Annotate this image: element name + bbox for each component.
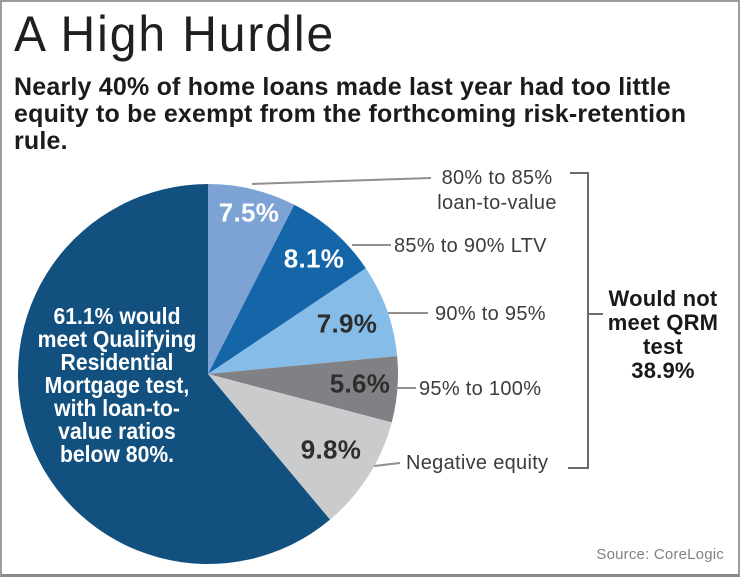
qrm-fail-line: meet QRM [607,310,719,335]
callout-line: 80% to 85% [441,167,553,189]
center-label-line: with loan-to- [54,395,180,421]
pie-slice [208,184,295,374]
pie-slice [17,184,331,564]
qrm-fail-annotation: Would not meet QRM test 38.9% [608,287,718,383]
callout-95-100: 95% to 100% [419,378,542,400]
qrm-fail-line: test [643,334,683,359]
slice-value-negative-equity: 9.8% [300,434,362,465]
callout-negative-equity: Negative equity [406,452,549,474]
pie-slice [208,356,399,423]
callout-85-90: 85% to 90% LTV [394,235,547,257]
qrm-fail-line: Would not [608,286,718,311]
qrm-fail-value: 38.9% [631,358,695,383]
pie-wedges [17,184,399,564]
subtitle-line: rule. [14,127,68,155]
subtitle-line: Nearly 40% of home loans made last year … [14,73,671,101]
center-label-line: value ratios [58,418,176,444]
qrm-pass-label: 61.1% would meet Qualifying Residential … [38,305,197,466]
center-label-line: meet Qualifying [37,326,197,352]
center-label-line: Residential [60,349,174,375]
leader-line-80-85 [251,177,432,185]
slice-value-95-100: 5.6% [329,368,391,399]
callout-90-95: 90% to 95% [435,303,546,325]
bracket-line [568,172,589,469]
center-label-line: 61.1% would [53,303,181,329]
center-label-line: below 80%. [59,441,175,467]
slice-value-90-95: 7.9% [316,308,378,339]
callout-line: loan-to-value [437,192,557,214]
leader-line-negative-equity [373,462,401,467]
pie-slice [208,204,366,374]
source-credit: Source: CoreLogic [596,546,724,563]
bracket [568,172,603,469]
leader-lines [251,177,432,467]
chart-subtitle: Nearly 40% of home loans made last year … [14,74,686,155]
slice-value-85-90: 8.1% [283,243,345,274]
pie-slice [208,374,392,520]
chart-title: A High Hurdle [14,6,336,62]
center-label-line: Mortgage test, [44,372,190,398]
callout-80-85: 80% to 85% loan-to-value [437,166,557,216]
pie-slice [208,268,398,374]
subtitle-line: equity to be exempt from the forthcoming… [14,100,687,128]
slice-value-80-85: 7.5% [218,197,280,228]
